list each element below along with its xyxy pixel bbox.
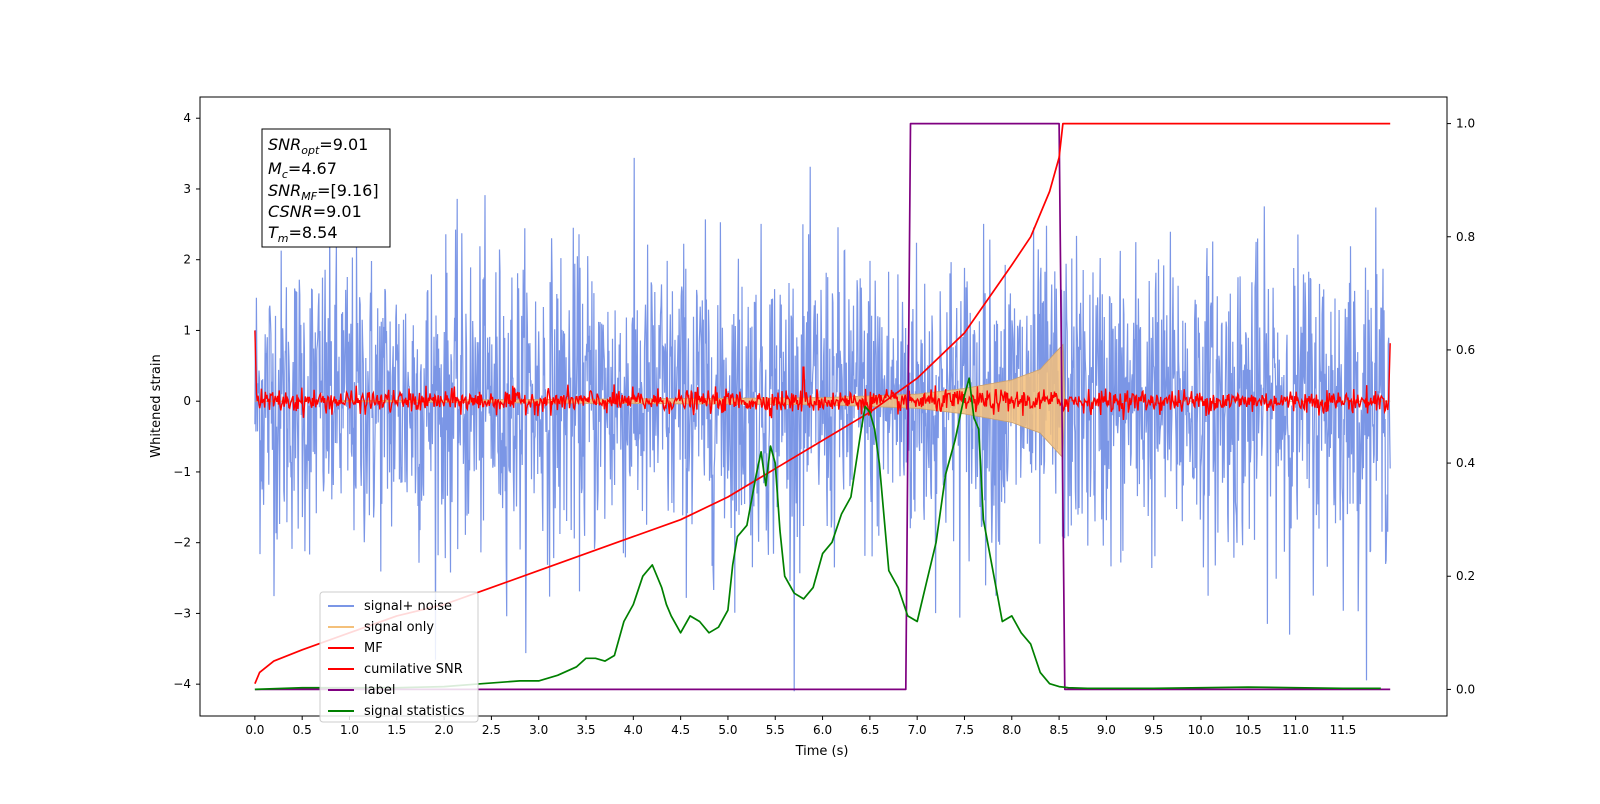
x-tick-label: 11.5 [1330,723,1357,737]
x-tick-label: 5.5 [766,723,785,737]
y-tick-label: 0 [183,394,191,408]
info-box: SNRopt=9.01 Mc=4.67 SNRMF=[9.16] CSNR=9.… [261,128,391,248]
x-tick-label: 7.5 [955,723,974,737]
x-tick-label: 3.0 [529,723,548,737]
x-tick-label: 2.5 [482,723,501,737]
legend-label: cumilative SNR [364,662,463,677]
x-tick-label: 8.5 [1050,723,1069,737]
legend-items: signal+ noise signal only MF cumilative SNR… [328,599,465,719]
x-tick-label: 6.5 [860,723,879,737]
info-box-frame [261,128,391,248]
x-axis-label: Time (s) [795,744,849,759]
legend-label: label [364,683,395,698]
x-tick-label: 2.0 [435,723,454,737]
info-csnr: CSNR=9.01 [268,202,362,221]
x-tick-label: 4.5 [671,723,690,737]
legend-label: MF [364,641,383,656]
x-tick-label: 4.0 [624,723,643,737]
y-ticks: −4 −3 −2 −1 0 1 2 3 4 [173,111,200,691]
x-tick-label: 10.0 [1188,723,1215,737]
x-tick-label: 10.5 [1235,723,1262,737]
x-tick-label: 9.5 [1144,723,1163,737]
y-tick-label: −2 [173,536,191,550]
y2-tick-label: 0.4 [1456,456,1475,470]
x-tick-label: 6.0 [813,723,832,737]
x-tick-label: 9.0 [1097,723,1116,737]
legend-label: signal+ noise [364,599,452,614]
y2-tick-label: 0.6 [1456,343,1475,357]
series-signal-statistics [254,377,1381,691]
legend: signal+ noise signal only MF cumilative SNR… [319,591,479,723]
x-tick-label: 1.5 [387,723,406,737]
y2-tick-label: 0.2 [1456,569,1475,583]
y-tick-label: −3 [173,606,191,620]
x-tick-label: 1.0 [340,723,359,737]
series-label [254,122,1391,691]
axes-frame [199,96,1448,717]
x-tick-label: 3.5 [576,723,595,737]
legend-label: signal only [364,620,434,635]
x-tick-label: 11.0 [1282,723,1309,737]
legend-label: signal statistics [364,704,465,719]
info-snr-opt: SNRopt=9.01 [268,135,368,157]
y-tick-label: −1 [173,465,191,479]
x-ticks: 0.0 0.5 1.0 1.5 2.0 2.5 3.0 3.5 4.0 4.5 5.0 5.5 6.0 6… [245,716,1356,737]
y-tick-label: 4 [183,111,191,125]
y2-tick-label: 0.8 [1456,230,1475,244]
x-tick-label: 0.0 [245,723,264,737]
y-tick-label: 1 [183,323,191,337]
y2-tick-label: 0.0 [1456,682,1475,696]
x-tick-label: 5.0 [718,723,737,737]
legend-frame [319,591,479,723]
y-tick-label: 3 [183,182,191,196]
info-mc: Mc=4.67 [268,159,337,181]
y-tick-label: 2 [183,253,191,267]
info-snr-mf: SNRMF=[9.16] [268,181,379,203]
series-mf [254,330,1391,421]
y-tick-label: −4 [173,677,191,691]
y2-ticks: 0.0 0.2 0.4 0.6 0.8 1.0 [1447,117,1475,696]
x-tick-label: 7.0 [908,723,927,737]
y2-tick-label: 1.0 [1456,117,1475,131]
series-signal-noise [254,157,1391,692]
x-tick-label: 8.0 [1002,723,1021,737]
x-tick-label: 0.5 [293,723,312,737]
info-tm: Tm=8.54 [268,223,338,245]
y-axis-label: Whitened strain [149,354,164,457]
